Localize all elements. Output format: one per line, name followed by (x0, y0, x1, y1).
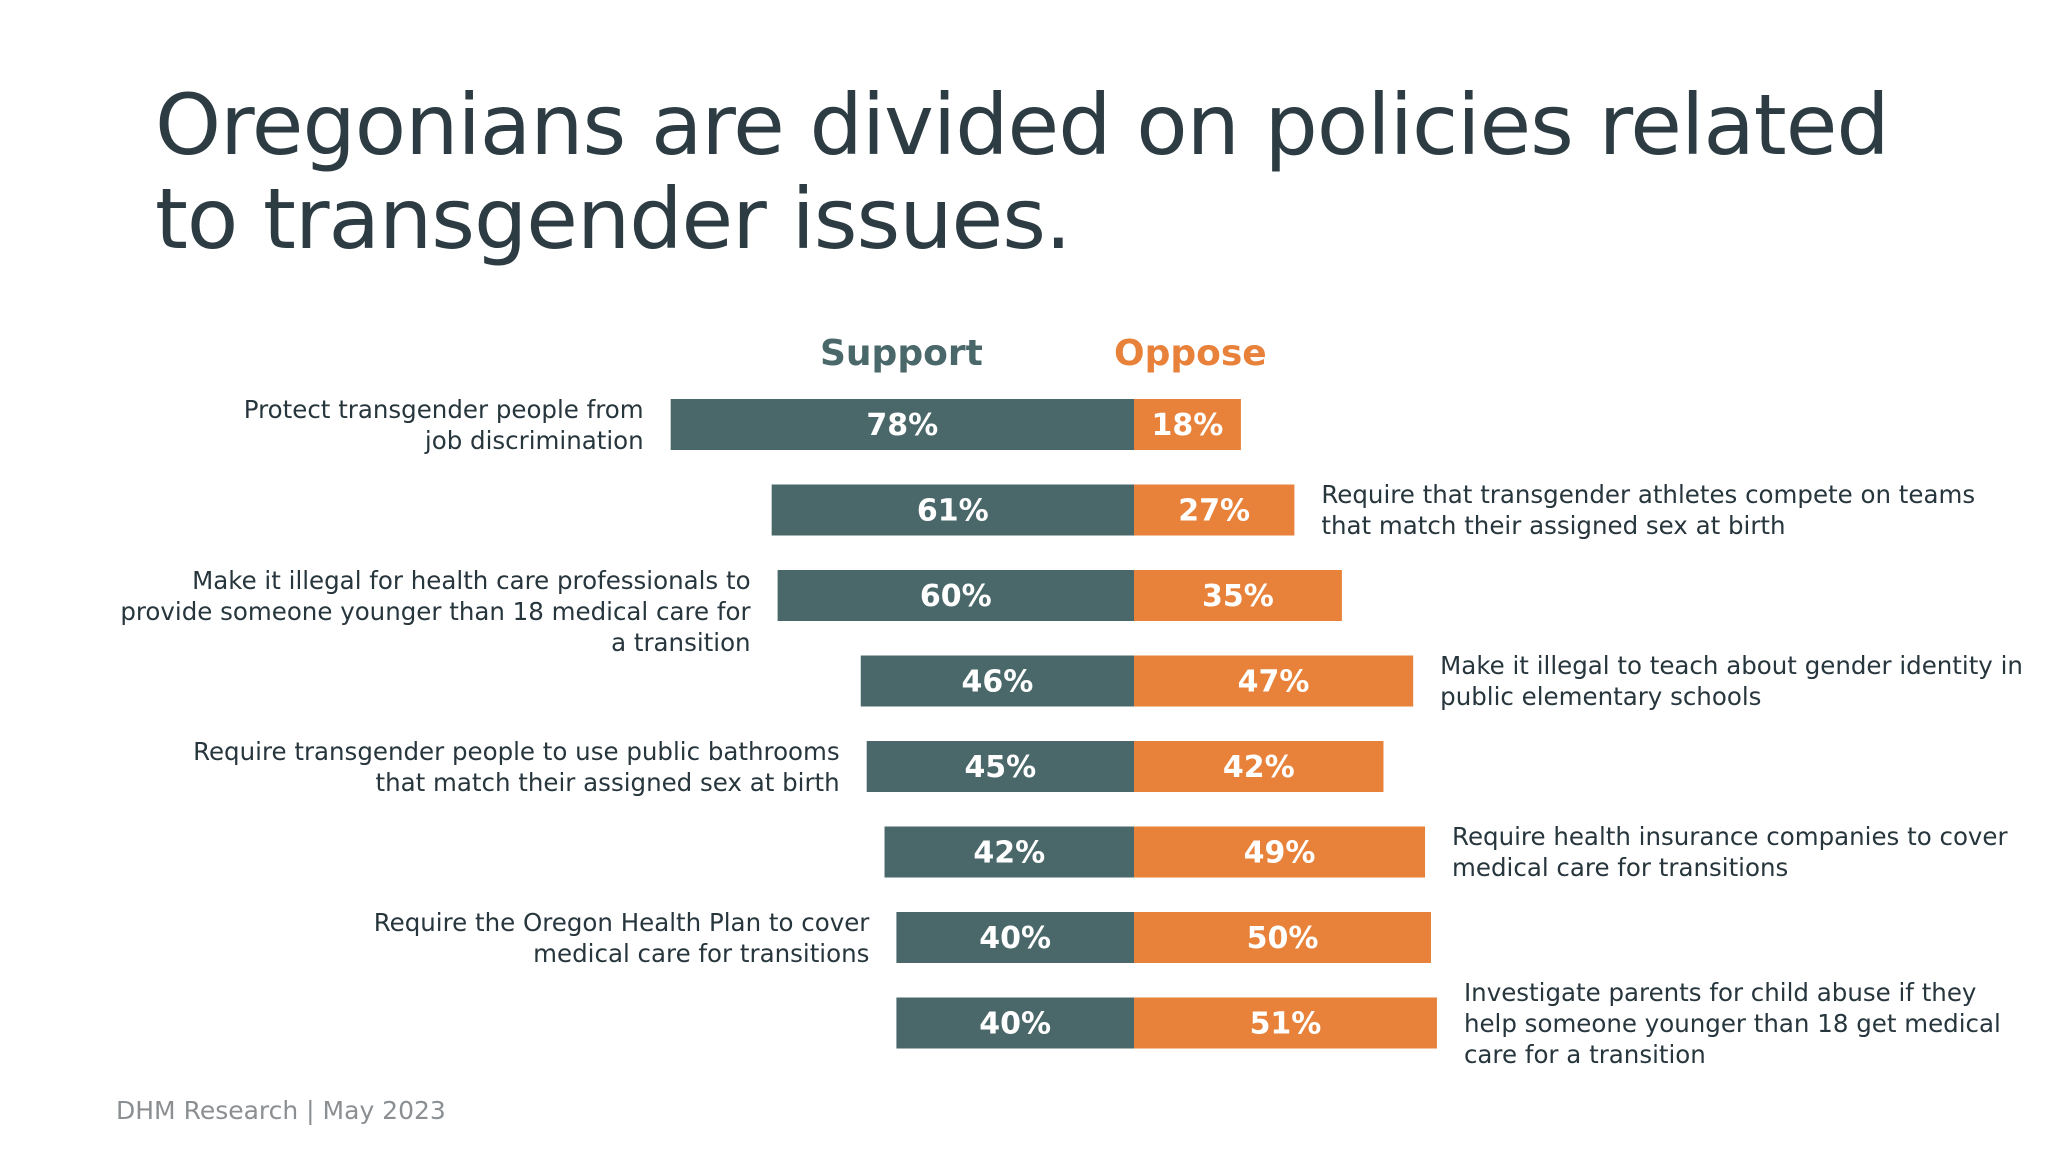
legend-oppose: Oppose (1114, 333, 1267, 374)
data-label-support: 40% (979, 921, 1051, 956)
bar-oppose (1134, 741, 1384, 792)
data-label-oppose: 35% (1202, 579, 1274, 614)
category-label: Require that transgender athletes compet… (1321, 480, 1976, 540)
bar-support (896, 912, 1134, 963)
bar-support (670, 399, 1134, 450)
data-label-support: 78% (866, 408, 938, 443)
bar-oppose (1134, 826, 1426, 878)
bar-support (771, 484, 1134, 536)
source-note: DHM Research | May 2023 (116, 1096, 446, 1125)
data-label-support: 60% (920, 579, 992, 614)
category-label: Make it illegal to teach about gender id… (1440, 651, 2023, 711)
data-label-support: 61% (917, 494, 989, 529)
data-label-oppose: 27% (1178, 494, 1250, 529)
bar-oppose (1134, 570, 1342, 621)
category-label: Require transgender people to use public… (193, 736, 840, 797)
bar-support (866, 741, 1134, 792)
category-label: Investigate parents for child abuse if t… (1463, 977, 2001, 1069)
category-label: Require health insurance companies to co… (1452, 822, 2008, 882)
category-label: Protect transgender people from job disc… (243, 394, 644, 455)
legend-support: Support (820, 333, 983, 374)
data-label-support: 42% (973, 836, 1045, 871)
page-title: Oregonians are divided on policies relat… (155, 76, 1890, 268)
bar-support (884, 826, 1134, 878)
data-label-oppose: 49% (1244, 836, 1316, 871)
bar-support (860, 655, 1134, 707)
bar-oppose (1134, 655, 1414, 707)
bar-oppose (1134, 484, 1295, 536)
data-label-support: 40% (979, 1007, 1051, 1042)
data-label-support: 46% (961, 665, 1033, 700)
bar-oppose (1134, 997, 1437, 1049)
data-label-oppose: 42% (1223, 750, 1295, 785)
data-label-oppose: 18% (1152, 408, 1224, 443)
bar-oppose (1134, 912, 1431, 963)
bar-support (896, 997, 1134, 1049)
bar-oppose (1134, 399, 1241, 450)
data-label-oppose: 51% (1250, 1007, 1322, 1042)
data-label-support: 45% (964, 750, 1036, 785)
bar-support (777, 570, 1134, 621)
category-label: Make it illegal for health care professi… (120, 565, 751, 657)
category-label: Require the Oregon Health Plan to cover … (373, 907, 870, 968)
data-label-oppose: 47% (1238, 665, 1310, 700)
data-label-oppose: 50% (1247, 921, 1319, 956)
